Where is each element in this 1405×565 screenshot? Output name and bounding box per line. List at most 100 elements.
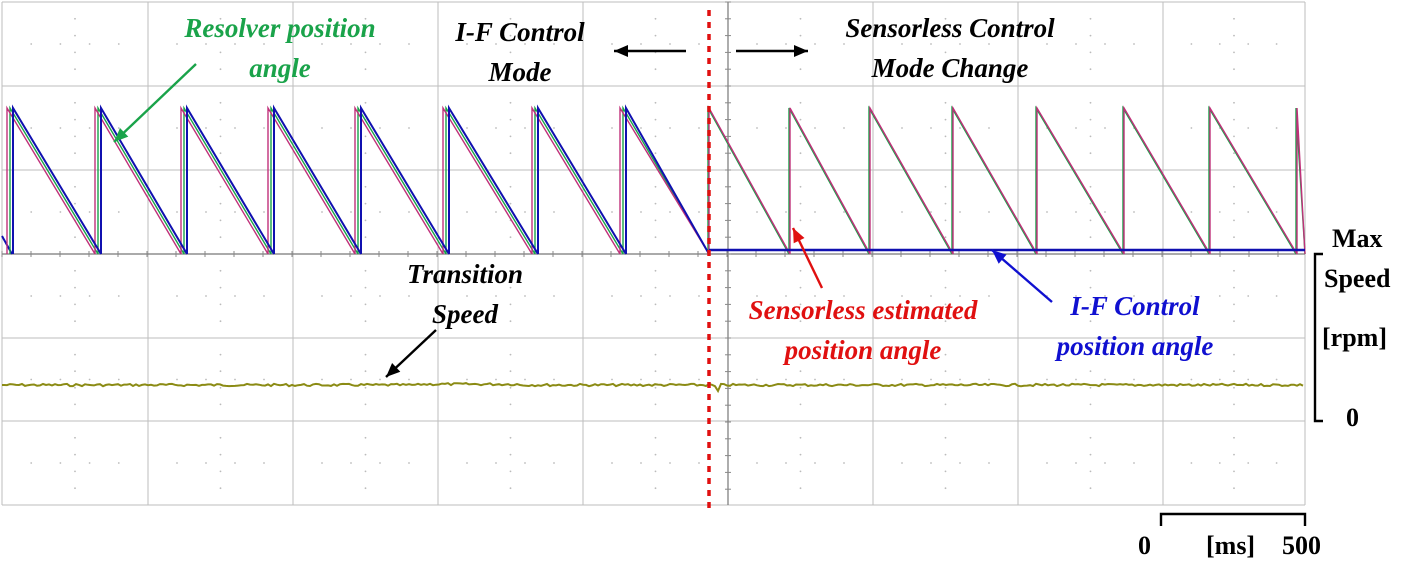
grid-dot bbox=[799, 135, 802, 138]
grid-dot bbox=[1089, 269, 1092, 272]
grid-dot bbox=[799, 118, 802, 121]
grid-dot bbox=[88, 378, 91, 381]
grid-dot bbox=[756, 462, 758, 464]
grid-dot bbox=[509, 202, 512, 205]
grid-dot bbox=[364, 470, 367, 473]
grid-dot bbox=[1233, 286, 1235, 289]
grid-dot bbox=[509, 436, 512, 439]
grid-dot bbox=[959, 43, 961, 45]
grid-dot bbox=[654, 17, 657, 20]
grid-dot bbox=[88, 462, 91, 464]
grid-dot bbox=[669, 295, 671, 297]
grid-dot bbox=[74, 386, 76, 389]
grid-dot bbox=[466, 378, 468, 381]
grid-dot bbox=[944, 17, 947, 20]
grid-dot bbox=[1233, 453, 1235, 456]
grid-dot bbox=[799, 286, 802, 289]
grid-dot bbox=[799, 370, 802, 373]
grid-dot bbox=[117, 295, 120, 297]
grid-dot bbox=[553, 127, 555, 129]
grid-dot bbox=[219, 202, 222, 205]
grid-dot bbox=[364, 353, 367, 356]
grid-dot bbox=[1233, 17, 1235, 20]
grid-dot bbox=[364, 236, 367, 239]
grid-dot bbox=[219, 286, 222, 289]
grid-dot bbox=[1233, 236, 1235, 239]
grid-dot bbox=[1089, 68, 1092, 71]
grid-dot bbox=[408, 127, 410, 129]
grid-dot bbox=[988, 462, 990, 464]
grid-dot bbox=[654, 436, 657, 439]
grid-dot bbox=[553, 295, 555, 297]
grid-dot bbox=[219, 68, 222, 71]
grid-dot bbox=[466, 127, 468, 129]
grid-dot bbox=[1233, 68, 1235, 71]
grid-dot bbox=[1190, 378, 1193, 381]
grid-dot bbox=[509, 453, 512, 456]
grid-dot bbox=[1218, 43, 1221, 45]
grid-dot bbox=[654, 101, 657, 104]
grid-dot bbox=[364, 370, 367, 373]
grid-dot bbox=[944, 68, 947, 71]
grid-dot bbox=[901, 43, 903, 45]
time-scale-start: 0 bbox=[1138, 531, 1151, 560]
grid-dot bbox=[509, 34, 512, 37]
if-mode-label: I-F Control Mode bbox=[430, 12, 610, 92]
grid-dot bbox=[959, 378, 961, 381]
grid-dot bbox=[1233, 51, 1235, 54]
grid-dot bbox=[944, 320, 947, 323]
grid-dot bbox=[205, 462, 207, 464]
if-angle-line1: I-F Control bbox=[1070, 291, 1200, 321]
grid-dot bbox=[944, 135, 947, 138]
grid-dot bbox=[669, 462, 671, 464]
grid-dot bbox=[611, 378, 613, 381]
grid-dot bbox=[495, 211, 497, 213]
transition-speed-arrow-head bbox=[386, 363, 401, 377]
sensorless-est-arrow-head bbox=[793, 228, 805, 244]
grid-dot bbox=[799, 17, 802, 20]
grid-dot bbox=[1089, 353, 1092, 356]
grid-dot bbox=[379, 378, 381, 381]
grid-dot bbox=[553, 462, 555, 464]
grid-dot bbox=[799, 101, 802, 104]
grid-dot bbox=[509, 286, 512, 289]
grid-dot bbox=[350, 462, 352, 464]
grid-dot bbox=[944, 152, 947, 155]
grid-dot bbox=[59, 211, 62, 213]
grid-dot bbox=[843, 127, 845, 129]
grid-dot bbox=[1089, 51, 1092, 54]
grid-dot bbox=[944, 370, 947, 373]
grid-dot bbox=[364, 453, 367, 456]
grid-dot bbox=[1089, 34, 1092, 37]
grid-dot bbox=[176, 43, 178, 45]
grid-dot bbox=[524, 211, 526, 213]
grid-dot bbox=[1247, 462, 1250, 464]
grid-dot bbox=[364, 386, 367, 389]
grid-dot bbox=[524, 127, 526, 129]
sensorless-est-line2: position angle bbox=[784, 335, 942, 365]
grid-dot bbox=[1104, 127, 1106, 129]
grid-dot bbox=[814, 211, 816, 213]
grid-dot bbox=[1233, 135, 1235, 138]
grid-dot bbox=[74, 51, 76, 54]
grid-dot bbox=[30, 127, 33, 129]
grid-dot bbox=[944, 101, 947, 104]
grid-dot bbox=[959, 127, 961, 129]
if-mode-arrow-head bbox=[614, 45, 628, 57]
grid-dot bbox=[1089, 152, 1092, 155]
grid-dot bbox=[1075, 211, 1077, 213]
grid-dot bbox=[350, 211, 352, 213]
grid-dot bbox=[509, 470, 512, 473]
grid-dot bbox=[495, 378, 497, 381]
grid-dot bbox=[1075, 295, 1077, 297]
grid-dot bbox=[379, 295, 381, 297]
grid-dot bbox=[364, 403, 367, 406]
grid-dot bbox=[944, 403, 947, 406]
grid-dot bbox=[1190, 43, 1193, 45]
grid-dot bbox=[944, 286, 947, 289]
grid-dot bbox=[509, 370, 512, 373]
grid-dot bbox=[219, 303, 222, 306]
grid-dot bbox=[495, 295, 497, 297]
grid-dot bbox=[698, 43, 700, 45]
grid-dot bbox=[1089, 219, 1092, 222]
